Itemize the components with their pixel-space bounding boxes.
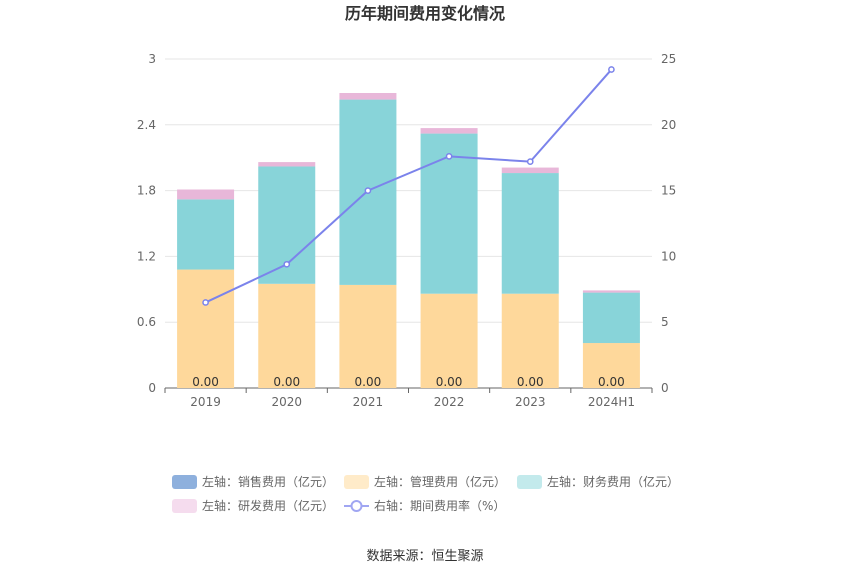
bar-segment [420, 133, 478, 294]
left-tick-label: 1.8 [137, 184, 156, 198]
bar-segment [501, 173, 559, 294]
legend-label: 左轴：销售费用（亿元） [202, 474, 334, 489]
x-axis: 2019 2020 2021 2022 2023 2024H1 [164, 388, 653, 409]
right-tick-label: 5 [661, 315, 669, 329]
left-tick-label: 1.2 [137, 249, 156, 263]
bar-segment [177, 269, 235, 388]
legend-item[interactable]: 左轴：销售费用（亿元） [172, 474, 334, 489]
bar-segment [582, 290, 640, 293]
line-point [526, 158, 534, 165]
left-tick-label: 2.4 [137, 118, 156, 132]
right-axis: 0 5 10 15 20 25 [661, 52, 676, 395]
bar-segment [582, 292, 640, 344]
line-point [202, 299, 209, 306]
bar-segment [501, 167, 559, 174]
bar-segment [258, 283, 316, 388]
x-tick-label: 2020 [271, 395, 302, 409]
legend-item[interactable]: 右轴：期间费用率（%） [344, 498, 505, 513]
x-tick-label: 2023 [515, 395, 546, 409]
right-tick-label: 15 [661, 184, 676, 198]
bar-series: 0.00 0.00 0.00 0.00 0.00 0.00 [177, 92, 640, 389]
data-label: 0.00 [192, 375, 219, 389]
legend-label: 左轴：研发费用（亿元） [202, 498, 334, 513]
right-tick-label: 25 [661, 52, 676, 66]
right-tick-label: 20 [661, 118, 676, 132]
legend: 左轴：销售费用（亿元） 左轴：管理费用（亿元） 左轴：财务费用（亿元） 左轴：研发费用… [172, 474, 679, 513]
right-tick-label: 0 [661, 381, 669, 395]
left-axis: 0 0.6 1.2 1.8 2.4 3 [137, 52, 156, 395]
x-tick-label: 2021 [353, 395, 384, 409]
line-point [445, 153, 453, 160]
line-point [364, 187, 372, 194]
legend-label: 左轴：财务费用（亿元） [547, 474, 679, 489]
line-point [283, 260, 291, 268]
legend-item[interactable]: 左轴：财务费用（亿元） [517, 474, 679, 489]
bar-segment [339, 284, 397, 388]
bar-segment [339, 92, 397, 100]
x-tick-label: 2022 [434, 395, 465, 409]
line-point [608, 66, 615, 73]
data-label: 0.00 [273, 375, 300, 389]
grid-lines [165, 58, 652, 389]
data-label: 0.00 [517, 375, 544, 389]
data-label: 0.00 [436, 375, 463, 389]
legend-item[interactable]: 左轴：研发费用（亿元） [172, 498, 334, 513]
bar-segment [420, 128, 478, 134]
legend-label: 右轴：期间费用率（%） [374, 498, 505, 513]
left-tick-label: 0 [148, 381, 156, 395]
bar-segment [177, 189, 235, 200]
line-series [202, 66, 615, 306]
bar-segment [258, 162, 316, 167]
bar-segment [177, 199, 235, 270]
data-label: 0.00 [598, 375, 625, 389]
right-tick-label: 10 [661, 249, 676, 263]
x-tick-label: 2024H1 [588, 395, 635, 409]
legend-label: 左轴：管理费用（亿元） [374, 474, 506, 489]
bar-segment [420, 293, 478, 388]
x-tick-label: 2019 [190, 395, 221, 409]
left-tick-label: 3 [148, 52, 156, 66]
source-note: 数据来源：恒生聚源 [366, 549, 483, 564]
chart-title: 历年期间费用变化情况 [345, 4, 505, 23]
rate-line [205, 68, 613, 304]
bar-segment [582, 343, 640, 388]
left-tick-label: 0.6 [137, 315, 156, 329]
bar-segment [501, 293, 559, 388]
legend-item[interactable]: 左轴：管理费用（亿元） [344, 474, 506, 489]
data-label: 0.00 [355, 375, 382, 389]
